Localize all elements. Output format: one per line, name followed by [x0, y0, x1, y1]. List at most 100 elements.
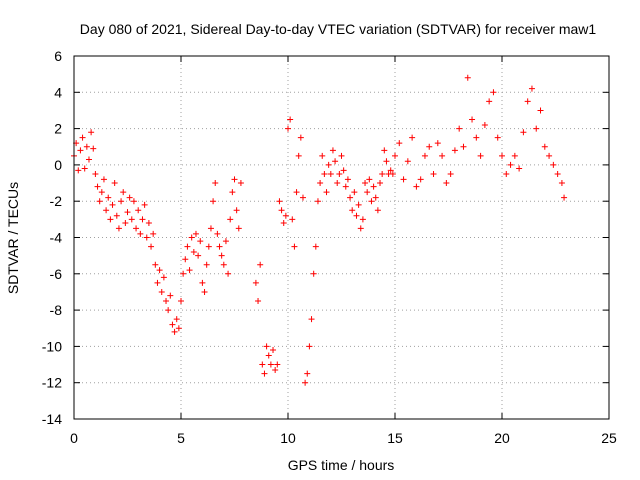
data-point	[314, 198, 321, 205]
data-point	[265, 352, 272, 359]
data-point	[533, 125, 540, 132]
data-point	[413, 183, 420, 190]
data-point	[156, 267, 163, 274]
y-tick-label: -12	[42, 375, 62, 391]
data-point	[528, 85, 535, 92]
data-point	[310, 270, 317, 277]
data-point	[235, 225, 242, 232]
data-point	[359, 216, 366, 223]
data-point	[370, 183, 377, 190]
data-point	[347, 194, 354, 201]
y-axis-title: SDTVAR / TECUs	[5, 182, 21, 294]
data-point	[516, 165, 523, 172]
data-point	[145, 219, 152, 226]
data-point	[203, 261, 210, 268]
data-point	[387, 167, 394, 174]
x-axis-title: GPS time / hours	[288, 457, 395, 473]
data-point	[319, 152, 326, 159]
data-point	[550, 161, 557, 168]
data-point	[344, 176, 351, 183]
data-point	[103, 207, 110, 214]
data-point	[133, 225, 140, 232]
data-point	[152, 261, 159, 268]
data-point	[511, 152, 518, 159]
x-tick-label: 10	[280, 430, 296, 446]
y-tick-label: 0	[54, 157, 62, 173]
axis-ticks	[73, 55, 610, 420]
data-point	[306, 343, 313, 350]
data-point	[490, 89, 497, 96]
data-point	[299, 194, 306, 201]
data-point	[477, 152, 484, 159]
data-point	[481, 121, 488, 128]
data-point	[503, 170, 510, 177]
data-point	[541, 143, 548, 150]
data-point	[494, 134, 501, 141]
data-point	[169, 321, 176, 328]
data-point	[90, 145, 97, 152]
data-point	[430, 170, 437, 177]
data-point	[302, 379, 309, 386]
data-point	[75, 167, 82, 174]
data-point	[469, 116, 476, 123]
data-point	[295, 152, 302, 159]
data-point	[392, 152, 398, 159]
data-point	[426, 143, 433, 150]
data-point	[274, 361, 281, 368]
data-point	[205, 243, 212, 250]
data-point	[199, 279, 206, 286]
data-point	[237, 180, 244, 187]
data-point	[332, 158, 339, 165]
data-point	[336, 170, 343, 177]
y-tick-label: -10	[42, 338, 62, 354]
data-point	[227, 216, 234, 223]
data-point	[349, 207, 356, 214]
data-point	[499, 152, 505, 159]
y-tick-label: 4	[54, 84, 62, 100]
data-point	[192, 230, 199, 237]
data-point	[372, 194, 379, 201]
data-point	[409, 134, 416, 141]
data-point	[389, 170, 396, 177]
data-point	[317, 180, 324, 187]
data-point	[92, 170, 99, 177]
data-point	[456, 125, 463, 132]
data-point	[178, 298, 184, 305]
data-point	[546, 152, 553, 159]
data-point	[107, 216, 114, 223]
data-point	[218, 252, 225, 259]
data-point	[229, 189, 236, 196]
data-point	[165, 307, 172, 314]
data-point	[280, 219, 287, 226]
data-point	[421, 152, 428, 159]
data-point	[128, 216, 135, 223]
data-point	[122, 219, 129, 226]
data-point	[154, 279, 161, 286]
data-point	[267, 361, 274, 368]
data-point	[374, 207, 381, 214]
data-points	[71, 74, 568, 386]
data-point	[120, 189, 127, 196]
data-point	[220, 261, 227, 268]
data-point	[100, 176, 107, 183]
data-point	[368, 198, 375, 205]
data-point	[257, 261, 264, 268]
data-point	[167, 292, 174, 299]
data-point	[447, 170, 454, 177]
data-point	[259, 361, 266, 368]
data-point	[434, 140, 441, 147]
data-point	[340, 167, 347, 174]
data-point	[321, 170, 328, 177]
data-point	[173, 316, 180, 323]
y-tick-labels: 6 4 2 0 -2 -4 -6 -8 -10 -12 -14	[42, 48, 62, 427]
data-point	[94, 183, 101, 190]
data-point	[171, 328, 178, 335]
data-point	[207, 225, 214, 232]
x-tick-label: 20	[494, 430, 510, 446]
data-point	[150, 230, 157, 237]
data-point	[325, 161, 332, 168]
data-point	[329, 147, 336, 154]
data-point	[379, 170, 386, 177]
data-point	[212, 180, 219, 187]
